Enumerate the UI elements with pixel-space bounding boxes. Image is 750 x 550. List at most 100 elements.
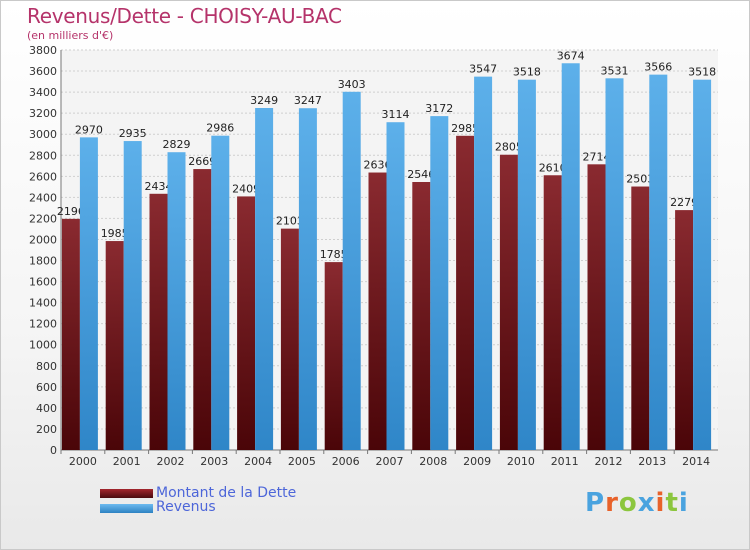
debt-data-label: 2503 xyxy=(626,173,654,186)
y-tick-label: 2600 xyxy=(29,170,57,183)
y-tick-label: 1600 xyxy=(29,276,57,289)
revenue-bar xyxy=(123,141,142,451)
y-tick-label: 2800 xyxy=(29,149,57,162)
debt-data-label: 2636 xyxy=(364,159,392,172)
debt-bar xyxy=(61,218,80,450)
chart-subtitle: (en milliers d'€) xyxy=(27,29,114,42)
y-tick-label: 3400 xyxy=(29,86,57,99)
logo-letter: P xyxy=(585,488,606,518)
y-tick-label: 2200 xyxy=(29,212,57,225)
x-tick-label: 2012 xyxy=(595,455,623,468)
chart-title: Revenus/Dette - CHOISY-AU-BAC xyxy=(27,4,342,28)
debt-bar xyxy=(675,210,694,450)
x-tick-label: 2007 xyxy=(376,455,404,468)
revenue-data-label: 3566 xyxy=(644,61,672,74)
debt-data-label: 2279 xyxy=(670,196,698,209)
logo-letter: i xyxy=(678,488,689,518)
debt-bar xyxy=(237,196,256,450)
revenue-bar xyxy=(211,135,230,450)
x-tick-label: 2009 xyxy=(463,455,491,468)
logo-letter: t xyxy=(665,488,679,518)
y-tick-label: 1200 xyxy=(29,318,57,331)
debt-data-label: 2985 xyxy=(451,122,479,135)
x-tick-label: 2013 xyxy=(638,455,666,468)
debt-bar xyxy=(543,175,562,450)
debt-data-label: 2434 xyxy=(145,180,173,193)
y-tick-label: 2400 xyxy=(29,191,57,204)
debt-bar xyxy=(149,193,168,450)
debt-data-label: 2610 xyxy=(539,161,567,174)
revenue-data-label: 3172 xyxy=(425,102,453,115)
revenue-bar xyxy=(693,79,712,451)
y-tick-label: 0 xyxy=(50,444,57,457)
x-tick-label: 2011 xyxy=(551,455,579,468)
y-tick-label: 400 xyxy=(36,402,57,415)
revenue-data-label: 3247 xyxy=(294,94,322,107)
revenue-data-label: 3547 xyxy=(469,63,497,76)
revenue-data-label: 3249 xyxy=(250,94,278,107)
revenue-bar xyxy=(386,122,405,451)
revenue-data-label: 3403 xyxy=(338,78,366,91)
legend-label-debt: Montant de la Dette xyxy=(156,485,297,501)
revenue-bar xyxy=(342,91,361,450)
proxiti-logo: Proxiti xyxy=(585,488,689,518)
debt-bar xyxy=(105,241,124,450)
y-tick-label: 3200 xyxy=(29,107,57,120)
logo-letter: x xyxy=(637,488,656,518)
x-tick-label: 2004 xyxy=(244,455,272,468)
revenue-bar xyxy=(298,108,317,451)
logo-letter: o xyxy=(618,488,638,518)
y-tick-label: 1000 xyxy=(29,339,57,352)
revenue-data-label: 3518 xyxy=(513,66,541,79)
y-tick-label: 3800 xyxy=(29,44,57,57)
revenue-data-label: 2986 xyxy=(206,122,234,135)
revenue-data-label: 3518 xyxy=(688,66,716,79)
x-tick-label: 2000 xyxy=(69,455,97,468)
y-tick-label: 3000 xyxy=(29,128,57,141)
debt-data-label: 2409 xyxy=(232,182,260,195)
x-tick-label: 2001 xyxy=(113,455,141,468)
x-tick-label: 2003 xyxy=(200,455,228,468)
revenue-data-label: 3531 xyxy=(601,64,629,77)
revenue-bar xyxy=(605,78,624,450)
y-tick-label: 800 xyxy=(36,360,57,373)
y-tick-label: 2000 xyxy=(29,233,57,246)
revenue-bar xyxy=(474,76,493,450)
debt-bar xyxy=(368,172,387,451)
revenue-bar xyxy=(167,152,186,451)
debt-bar xyxy=(456,135,475,450)
revenue-bar xyxy=(430,116,449,451)
y-tick-label: 200 xyxy=(36,423,57,436)
debt-data-label: 1785 xyxy=(320,248,348,261)
debt-data-label: 2103 xyxy=(276,215,304,228)
debt-bar xyxy=(631,186,650,451)
debt-data-label: 2196 xyxy=(57,205,85,218)
debt-bar xyxy=(280,228,299,450)
legend-label-revenue: Revenus xyxy=(156,499,216,515)
revenue-bar xyxy=(561,63,580,451)
y-tick-label: 600 xyxy=(36,381,57,394)
revenue-data-label: 2935 xyxy=(119,127,147,140)
revenue-bar xyxy=(255,108,274,450)
debt-bar xyxy=(193,169,212,451)
y-tick-label: 3600 xyxy=(29,65,57,78)
x-tick-label: 2014 xyxy=(682,455,710,468)
debt-data-label: 2805 xyxy=(495,141,523,154)
revenue-data-label: 3114 xyxy=(382,108,410,121)
logo-letter: r xyxy=(605,488,619,518)
x-tick-label: 2005 xyxy=(288,455,316,468)
x-tick-label: 2002 xyxy=(157,455,185,468)
debt-bar xyxy=(587,164,606,450)
revenue-bar xyxy=(649,74,668,450)
revenue-data-label: 2970 xyxy=(75,123,103,136)
debt-data-label: 1985 xyxy=(101,227,129,240)
logo-letter: i xyxy=(655,488,666,518)
debt-bar xyxy=(499,154,518,450)
debt-data-label: 2546 xyxy=(407,168,435,181)
debt-bar xyxy=(324,262,343,450)
revenue-data-label: 2829 xyxy=(163,138,191,151)
x-tick-label: 2008 xyxy=(419,455,447,468)
revenue-bar xyxy=(517,79,536,451)
debt-bar xyxy=(412,182,431,450)
